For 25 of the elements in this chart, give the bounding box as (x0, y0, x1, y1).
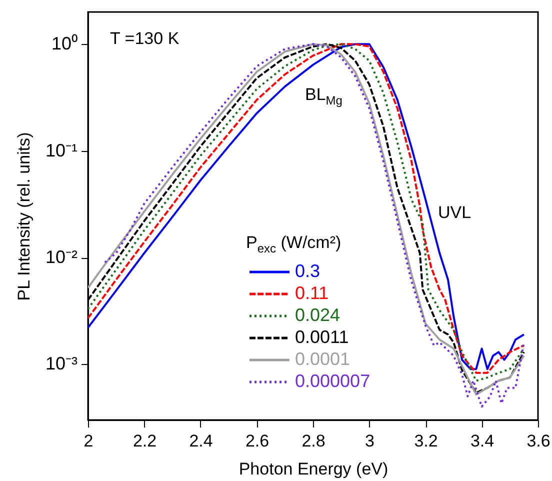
x-tick-label: 2.4 (189, 432, 213, 450)
x-tick-label: 3.4 (470, 432, 494, 450)
x-tick-label: 2.2 (132, 432, 157, 450)
x-tick-label: 2 (84, 432, 94, 450)
x-tick-label: 2.6 (245, 432, 270, 450)
x-tick-label: 3.2 (414, 432, 438, 450)
y-tick-label: 10⁻² (45, 247, 78, 268)
legend-label: 0.024 (295, 305, 340, 325)
y-axis-title: PL Intensity (rel. units) (14, 132, 34, 301)
x-tick-label: 3.6 (526, 432, 550, 450)
legend-label: 0.3 (295, 261, 320, 281)
x-tick-label: 2.8 (302, 432, 326, 450)
legend-label: 0.11 (295, 283, 329, 303)
y-tick-label: 10⁻³ (45, 354, 78, 374)
legend-label: 0.0011 (295, 327, 349, 347)
legend-label: 0.000007 (295, 371, 370, 391)
legend-label: 0.0001 (295, 349, 350, 369)
y-tick-label: 10⁰ (51, 34, 78, 54)
y-tick-label: 10⁻¹ (45, 140, 78, 160)
x-tick-label: 3 (365, 432, 374, 450)
x-axis-title: Photon Energy (eV) (238, 460, 388, 478)
legend-title: P$_{exc}$ (W/cm²) (246, 233, 342, 256)
annotation: T =130 K (110, 29, 180, 48)
annotation: BL$_{Mg}$ (305, 85, 342, 108)
annotation: UVL (438, 203, 472, 222)
